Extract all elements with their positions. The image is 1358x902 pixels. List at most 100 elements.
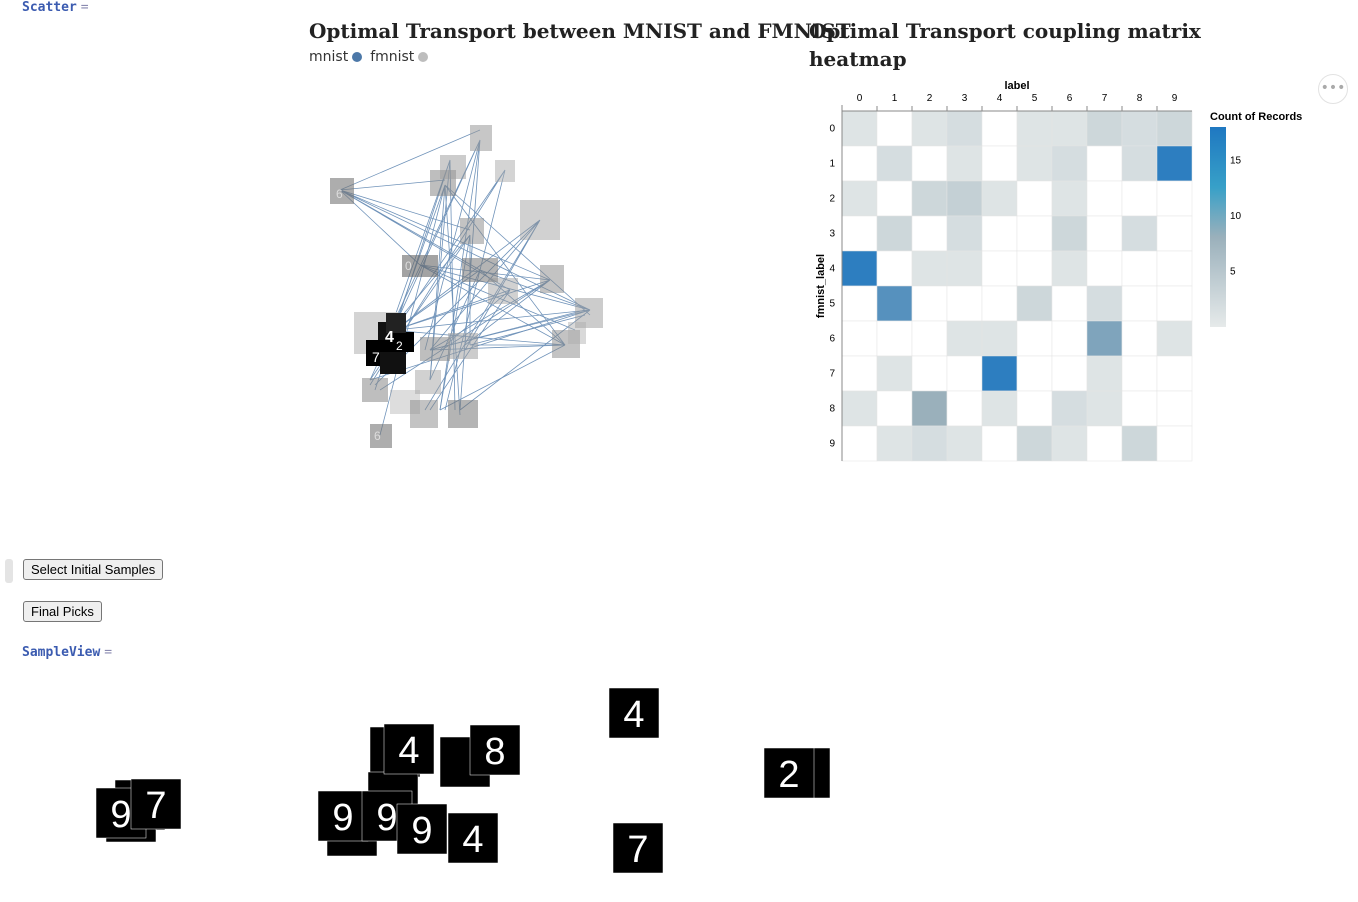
heatmap-cell[interactable] [946,320,983,357]
heatmap-cell[interactable] [1086,320,1123,357]
heatmap-cell[interactable] [841,215,878,252]
heatmap-cell[interactable] [981,215,1018,252]
heatmap-cell[interactable] [1086,145,1123,182]
heatmap-cell[interactable] [946,285,983,322]
heatmap-cell[interactable] [911,285,948,322]
heatmap-cell[interactable] [1121,110,1158,147]
heatmap-cell[interactable] [981,355,1018,392]
heatmap-cell[interactable] [1016,425,1053,462]
heatmap-cell[interactable] [1121,425,1158,462]
heatmap-cell[interactable] [1086,180,1123,217]
digit-tile[interactable] [396,803,448,855]
heatmap-cell[interactable] [981,145,1018,182]
heatmap-cell[interactable] [1156,320,1193,357]
heatmap-cell[interactable] [876,215,913,252]
heatmap-cell[interactable] [911,390,948,427]
heatmap-cell[interactable] [841,355,878,392]
heatmap-cell[interactable] [1121,320,1158,357]
heatmap-cell[interactable] [946,215,983,252]
heatmap-cell[interactable] [841,145,878,182]
heatmap-cell[interactable] [1086,425,1123,462]
heatmap-cell[interactable] [1121,145,1158,182]
heatmap-cell[interactable] [876,390,913,427]
heatmap-cell[interactable] [1121,285,1158,322]
heatmap-cell[interactable] [841,250,878,287]
heatmap-cell[interactable] [876,425,913,462]
heatmap-cell[interactable] [876,145,913,182]
heatmap-cell[interactable] [841,425,878,462]
heatmap-cell[interactable] [911,250,948,287]
heatmap-cell[interactable] [1121,250,1158,287]
final-picks-button[interactable]: Final Picks [23,601,102,622]
heatmap-cell[interactable] [946,390,983,427]
heatmap-cell[interactable] [1121,355,1158,392]
heatmap-cell[interactable] [1156,425,1193,462]
heatmap-cell[interactable] [1016,215,1053,252]
digit-tile[interactable] [608,687,660,739]
heatmap-cell[interactable] [876,285,913,322]
digit-tile[interactable] [130,778,182,830]
heatmap-cell[interactable] [841,320,878,357]
heatmap-cell[interactable] [1051,285,1088,322]
heatmap-cell[interactable] [1086,110,1123,147]
heatmap-cell[interactable] [981,285,1018,322]
heatmap-cell[interactable] [911,180,948,217]
transport-scatter-plot[interactable]: 4 7 2 6 6 0 [300,100,620,460]
heatmap-cell[interactable] [1121,390,1158,427]
digit-tile[interactable] [383,723,435,775]
heatmap-cell[interactable] [1086,285,1123,322]
heatmap-cell[interactable] [1051,215,1088,252]
heatmap-cell[interactable] [1016,390,1053,427]
heatmap-cell[interactable] [1051,110,1088,147]
heatmap-cell[interactable] [981,320,1018,357]
heatmap-cell[interactable] [911,425,948,462]
heatmap-cell[interactable] [1016,355,1053,392]
heatmap-cell[interactable] [1156,180,1193,217]
heatmap-cell[interactable] [876,250,913,287]
coupling-heatmap-chart[interactable]: label fmnist_label 0 1 2 3 4 5 6 7 8 9 0 1 2 3 4 5 6 7 8 9… [800,74,1320,474]
heatmap-cell[interactable] [876,110,913,147]
heatmap-cell[interactable] [1086,215,1123,252]
heatmap-cell[interactable] [911,110,948,147]
heatmap-cell[interactable] [1121,215,1158,252]
heatmap-cell[interactable] [1051,250,1088,287]
digit-tile[interactable] [612,822,664,874]
ellipsis-icon[interactable]: ••• [1318,74,1348,104]
heatmap-cell[interactable] [911,320,948,357]
heatmap-cell[interactable] [841,180,878,217]
heatmap-cell[interactable] [1086,355,1123,392]
heatmap-cell[interactable] [1016,250,1053,287]
heatmap-cell[interactable] [911,145,948,182]
heatmap-cell[interactable] [841,110,878,147]
heatmap-cell[interactable] [1156,215,1193,252]
heatmap-cell[interactable] [1051,180,1088,217]
heatmap-cell[interactable] [1156,285,1193,322]
heatmap-cell[interactable] [1086,250,1123,287]
heatmap-cell[interactable] [911,215,948,252]
digit-tile[interactable] [317,790,369,842]
heatmap-cell[interactable] [1016,285,1053,322]
heatmap-cell[interactable] [981,425,1018,462]
select-initial-samples-button[interactable]: Select Initial Samples [23,559,164,580]
heatmap-cell[interactable] [981,390,1018,427]
digit-tile[interactable] [763,747,815,799]
heatmap-cell[interactable] [1051,425,1088,462]
heatmap-cell[interactable] [876,180,913,217]
heatmap-cell[interactable] [1086,390,1123,427]
heatmap-cell[interactable] [1121,180,1158,217]
heatmap-cell[interactable] [841,285,878,322]
heatmap-cell[interactable] [911,355,948,392]
digit-tile[interactable] [447,812,499,864]
heatmap-cell[interactable] [981,180,1018,217]
heatmap-cell[interactable] [1051,320,1088,357]
heatmap-cell[interactable] [841,390,878,427]
heatmap-cell[interactable] [946,355,983,392]
heatmap-cell[interactable] [1016,320,1053,357]
heatmap-cell[interactable] [946,110,983,147]
heatmap-cell[interactable] [1156,250,1193,287]
heatmap-cell[interactable] [1051,390,1088,427]
heatmap-cell[interactable] [946,250,983,287]
digit-tile[interactable] [469,724,521,776]
heatmap-cell[interactable] [1051,145,1088,182]
heatmap-cell[interactable] [1016,145,1053,182]
